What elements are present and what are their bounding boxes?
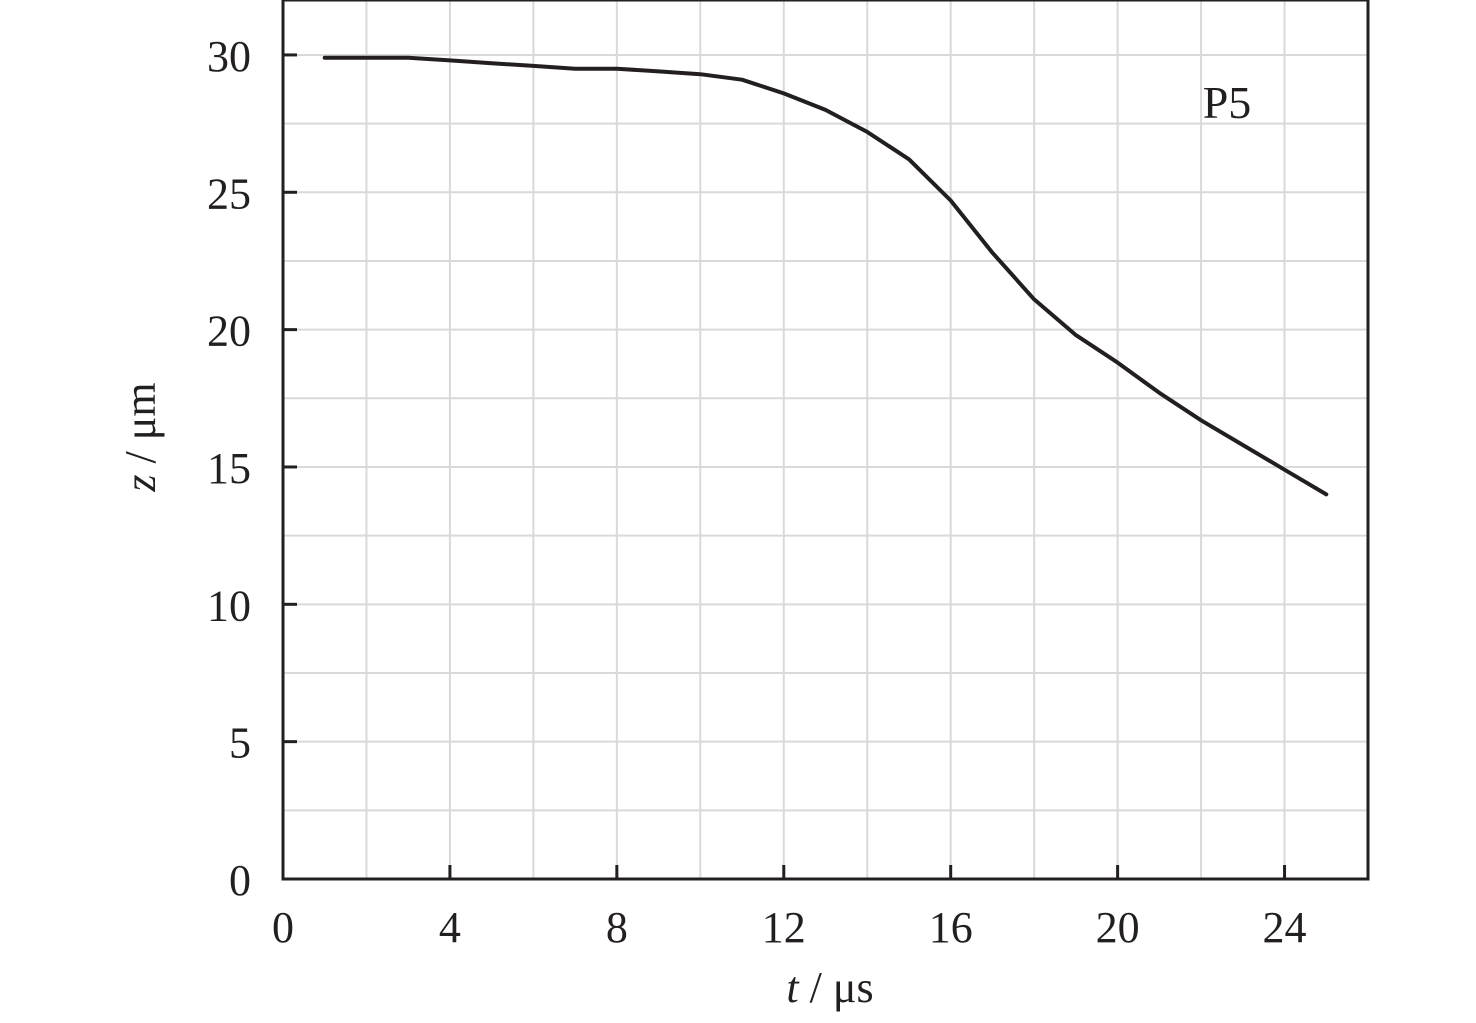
grid: [283, 0, 1368, 879]
y-tick-label: 30: [207, 32, 251, 81]
x-tick-label: 24: [1263, 903, 1307, 952]
x-tick-label: 4: [439, 903, 461, 952]
y-axis-unit: / μm: [116, 382, 165, 474]
plot-frame: [281, 0, 1370, 881]
x-axis-title: t / μs: [786, 963, 873, 1012]
y-tick-label: 5: [229, 719, 251, 768]
y-axis-title: z / μm: [116, 382, 165, 492]
y-tick-label: 25: [207, 169, 251, 218]
y-axis-variable: z: [116, 474, 165, 492]
y-tick-label: 0: [229, 856, 251, 905]
y-tick-label: 10: [207, 581, 251, 630]
x-tick-label: 12: [762, 903, 806, 952]
x-axis-unit: / μs: [799, 963, 874, 1012]
y-tick-label: 20: [207, 307, 251, 356]
x-tick-label: 0: [272, 903, 294, 952]
series-line-0: [322, 55, 1329, 497]
x-tick-label: 8: [606, 903, 628, 952]
y-tick-label: 15: [207, 444, 251, 493]
annotation-label: P5: [1203, 77, 1252, 128]
axes: 0 4 8 12 16 20 24 0 5 10 15 20 25 30: [207, 0, 1370, 952]
x-tick-label: 16: [929, 903, 973, 952]
x-axis-variable: t: [786, 963, 800, 1012]
x-tick-label: 20: [1096, 903, 1140, 952]
plot-area: [322, 55, 1329, 497]
